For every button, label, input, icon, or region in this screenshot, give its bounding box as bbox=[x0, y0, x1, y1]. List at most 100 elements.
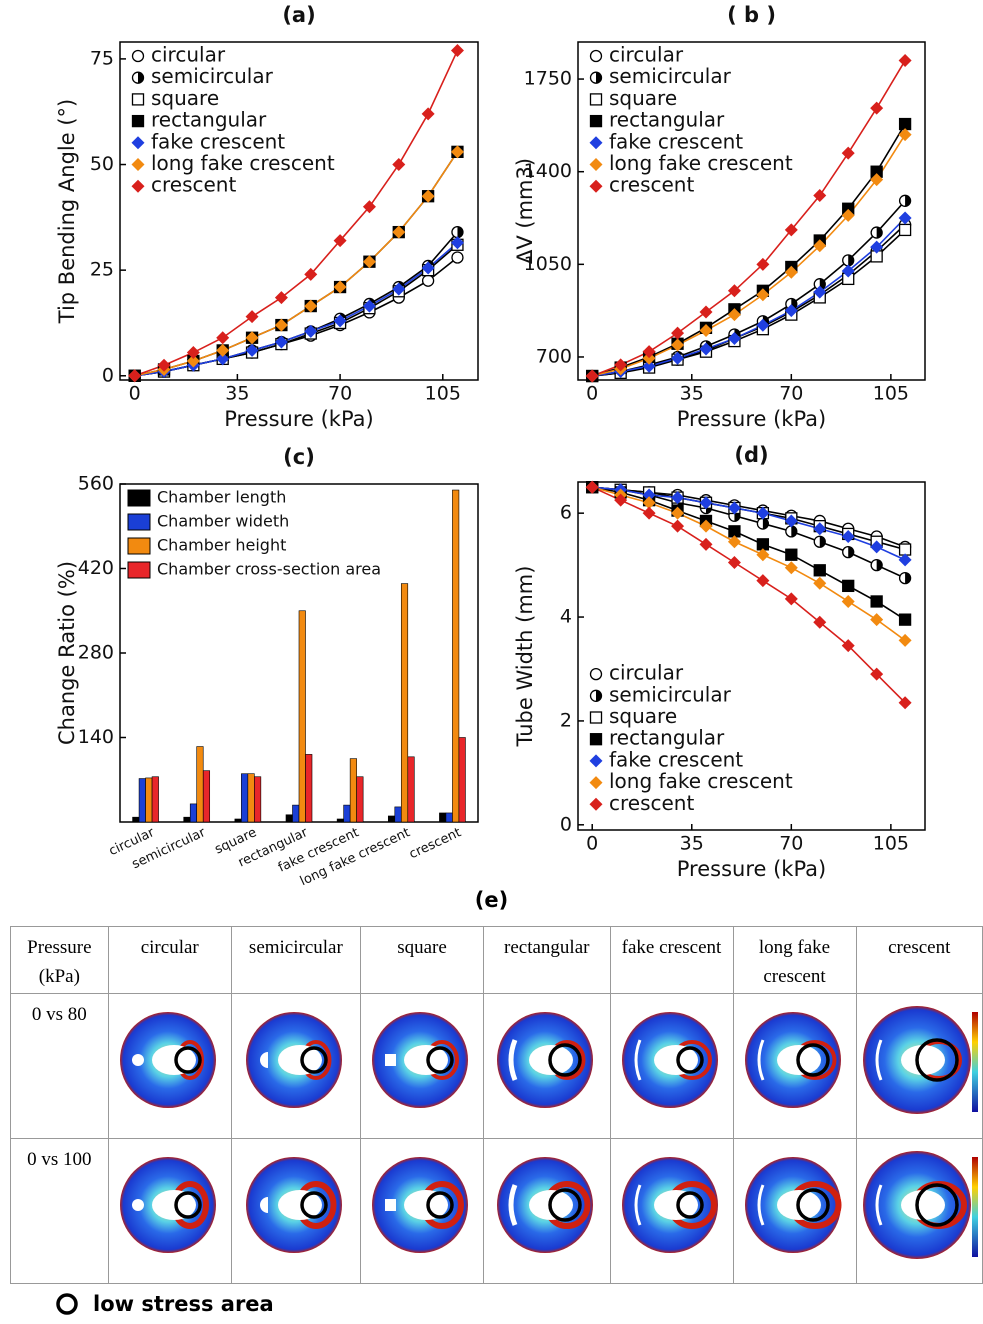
image-cell bbox=[361, 994, 484, 1139]
simulation-table: Pressure (kPa)circularsemicircularsquare… bbox=[10, 926, 983, 1284]
data-point bbox=[900, 573, 911, 584]
charts: (a)Tip Bending Angle (°)0255075Pressure … bbox=[0, 0, 983, 885]
header-cell: circular bbox=[108, 927, 231, 994]
stress-map bbox=[237, 1145, 355, 1265]
stress-map bbox=[488, 1145, 606, 1265]
legend-marker bbox=[591, 690, 602, 701]
legend-label: Chamber height bbox=[157, 536, 286, 555]
stress-map bbox=[111, 1145, 229, 1265]
legend-label: rectangular bbox=[609, 108, 725, 132]
header-cell: crescent bbox=[856, 927, 983, 994]
y-tick-label: 1400 bbox=[524, 160, 572, 182]
data-point bbox=[870, 102, 883, 115]
colorbar bbox=[972, 1157, 978, 1257]
legend-swatch bbox=[128, 538, 150, 554]
y-tick-label: 280 bbox=[78, 642, 114, 664]
data-point bbox=[423, 275, 434, 286]
legend-swatch bbox=[128, 490, 150, 506]
data-point bbox=[814, 565, 825, 576]
x-tick-label: 0 bbox=[129, 383, 141, 405]
image-cell bbox=[610, 1139, 733, 1284]
data-point bbox=[843, 547, 854, 558]
legend-label: rectangular bbox=[609, 726, 725, 750]
bar bbox=[452, 490, 459, 822]
data-point bbox=[900, 195, 911, 206]
chart-title: (d) bbox=[734, 443, 768, 467]
stress-map bbox=[363, 1000, 481, 1120]
legend-label: crescent bbox=[609, 173, 694, 197]
image-cell bbox=[856, 994, 983, 1139]
row-label: 0 vs 100 bbox=[11, 1139, 109, 1284]
legend-label: Chamber wideth bbox=[157, 512, 289, 531]
bar bbox=[286, 815, 293, 822]
legend-label: circular bbox=[609, 43, 684, 67]
legend-marker bbox=[591, 51, 602, 62]
series-line bbox=[592, 201, 905, 376]
data-point bbox=[842, 595, 855, 608]
data-point bbox=[756, 574, 769, 587]
legend-marker bbox=[591, 72, 602, 83]
y-tick-label: 6 bbox=[560, 502, 572, 524]
image-cell bbox=[610, 994, 733, 1139]
series-line bbox=[592, 218, 905, 376]
legend-label: square bbox=[609, 86, 677, 110]
legend-marker bbox=[132, 136, 145, 149]
x-tick-label: 35 bbox=[225, 383, 249, 405]
legend-label: Chamber length bbox=[157, 488, 286, 507]
header-cell: Pressure (kPa) bbox=[11, 927, 109, 994]
row: 0 vs 80 bbox=[11, 994, 983, 1139]
x-axis-label: Pressure (kPa) bbox=[677, 407, 826, 431]
bar bbox=[203, 771, 210, 822]
legend-marker bbox=[133, 51, 144, 62]
image-cell bbox=[108, 1139, 231, 1284]
data-point bbox=[900, 224, 911, 235]
stress-map bbox=[363, 1145, 481, 1265]
chamber bbox=[385, 1054, 396, 1066]
data-point bbox=[451, 44, 464, 57]
y-tick-label: 0 bbox=[560, 813, 572, 835]
data-point bbox=[842, 147, 855, 160]
legend-label: long fake crescent bbox=[609, 151, 793, 175]
bar bbox=[184, 817, 191, 822]
image-cell bbox=[231, 1139, 360, 1284]
legend-label: semicircular bbox=[609, 64, 732, 88]
data-point bbox=[216, 331, 229, 344]
x-axis-label: Pressure (kPa) bbox=[224, 407, 373, 431]
y-axis-label: Change Ratio (%) bbox=[55, 561, 79, 745]
bar bbox=[446, 813, 453, 822]
legend-label: long fake crescent bbox=[151, 151, 335, 175]
chamber bbox=[132, 1199, 144, 1211]
data-point bbox=[870, 613, 883, 626]
legend-label: semicircular bbox=[151, 64, 274, 88]
data-point bbox=[843, 255, 854, 266]
y-tick-label: 420 bbox=[78, 557, 114, 579]
stress-map bbox=[613, 1145, 731, 1265]
legend: low stress area bbox=[55, 1292, 274, 1316]
bar bbox=[395, 807, 402, 822]
stress-map bbox=[736, 1145, 854, 1265]
bar bbox=[190, 804, 197, 822]
legend-marker bbox=[591, 712, 602, 723]
y-tick-label: 0 bbox=[102, 364, 114, 386]
series-line bbox=[592, 487, 905, 619]
series-line bbox=[135, 232, 458, 376]
legend-marker bbox=[133, 116, 144, 127]
bar bbox=[293, 805, 300, 822]
image-cell bbox=[361, 1139, 484, 1284]
data-point bbox=[757, 539, 768, 550]
data-point bbox=[246, 310, 259, 323]
legend-marker bbox=[590, 776, 603, 789]
x-tick-label: 0 bbox=[586, 383, 598, 405]
data-point bbox=[900, 119, 911, 130]
series-line bbox=[135, 243, 458, 376]
stress-map bbox=[613, 1000, 731, 1120]
data-point bbox=[813, 577, 826, 590]
y-tick-label: 50 bbox=[90, 153, 114, 175]
chart-title: (c) bbox=[283, 445, 315, 469]
image-cell bbox=[231, 994, 360, 1139]
data-point bbox=[671, 520, 684, 533]
bar bbox=[357, 777, 364, 822]
legend-marker bbox=[590, 136, 603, 149]
legend-swatch bbox=[128, 514, 150, 530]
legend-label: rectangular bbox=[151, 108, 267, 132]
